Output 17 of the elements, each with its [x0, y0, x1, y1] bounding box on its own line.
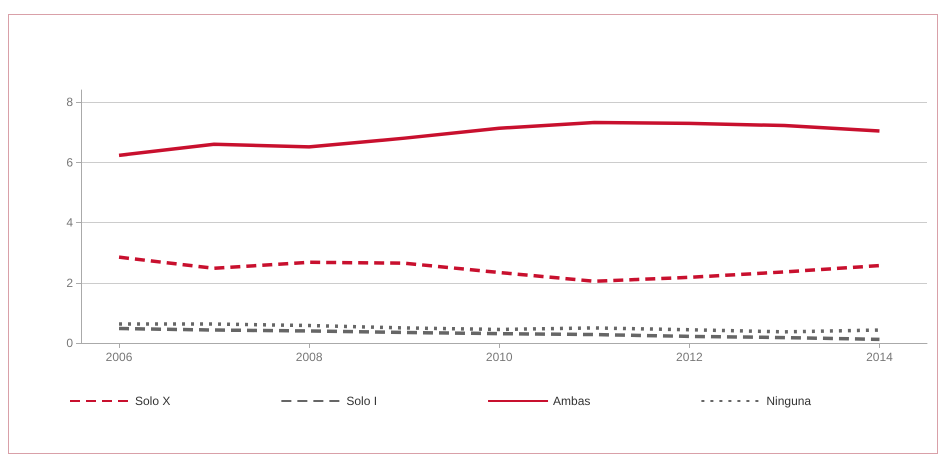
y-tick-label: 4 — [66, 216, 74, 230]
y-tick-label: 6 — [66, 155, 74, 170]
page-frame: 0 2 4 6 8 2006 2008 2010 2012 2014 Solo X Solo I Ambas Ninguna — [8, 14, 938, 454]
legend-label: Solo X — [135, 394, 170, 408]
y-tick-label: 2 — [66, 276, 74, 290]
x-tick-label: 2008 — [296, 350, 323, 364]
y-tick-label: 8 — [66, 95, 74, 110]
y-tick-label: 0 — [66, 336, 74, 350]
line-series — [117, 255, 882, 284]
x-tick-label: 2014 — [866, 350, 894, 364]
x-tick-label: 2012 — [676, 350, 704, 364]
legend-label: Solo I — [346, 394, 378, 408]
x-tick-label: 2006 — [106, 350, 133, 364]
legend-label: Ambas — [553, 394, 590, 408]
line-series — [117, 120, 882, 158]
x-tick-label: 2010 — [486, 350, 513, 364]
legend-label: Ninguna — [766, 394, 812, 408]
